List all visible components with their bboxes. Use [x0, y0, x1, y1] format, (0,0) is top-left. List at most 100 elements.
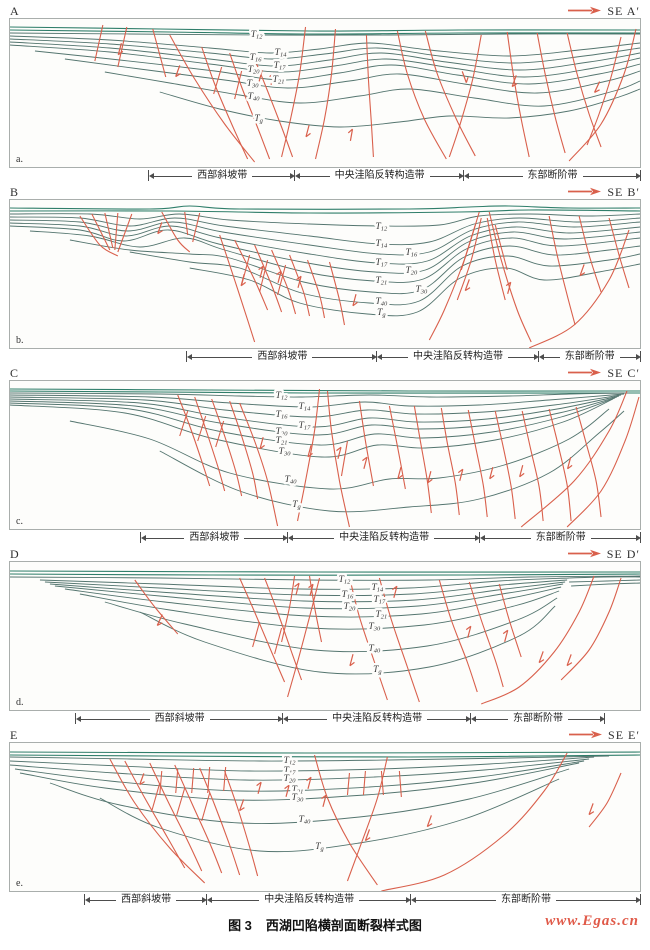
horizon-label-main: T	[376, 258, 382, 268]
horizon-label-sub: 21	[297, 789, 303, 796]
horizon-line	[571, 582, 640, 587]
section-end-label: SE D′	[606, 546, 640, 561]
fault-line	[184, 211, 189, 236]
horizon-label: T16	[342, 590, 355, 601]
horizon-label-main: T	[276, 410, 282, 420]
horizon-label-main: T	[292, 500, 298, 510]
horizon-label-main: T	[377, 308, 383, 318]
horizon-label: T14	[275, 48, 288, 59]
se-arrow-head	[590, 368, 602, 377]
zone-boundary-tick	[186, 351, 188, 362]
fault-line	[438, 579, 478, 693]
horizon-label: T16	[250, 53, 263, 64]
horizon-label-sub: 40	[381, 301, 388, 308]
fault-movement-arrow-icon	[336, 446, 342, 459]
zone-line	[359, 899, 406, 901]
section-start-letter: E	[10, 727, 18, 742]
fault-line	[481, 575, 595, 705]
horizon-label-main: T	[376, 276, 382, 286]
horizon-label-sub: 40	[290, 479, 297, 486]
fault-line	[211, 398, 243, 497]
fault-movement-arrow-icon	[305, 125, 311, 138]
zone-boundary-tick	[640, 532, 641, 543]
fault-line	[520, 390, 628, 528]
zone-segment: 中央洼陷反转构造带	[287, 531, 481, 545]
fault-line	[234, 239, 269, 311]
horizon-label-sub: 16	[281, 414, 288, 421]
horizon-label-sub: 21	[281, 440, 287, 447]
zone-label: 西部斜坡带	[189, 532, 240, 543]
zone-line	[427, 718, 466, 720]
fault-line	[271, 249, 297, 315]
fault-movement-arrow-icon	[306, 776, 312, 789]
zone-arrow-right-icon	[636, 173, 641, 179]
zone-arrow-left-icon	[464, 173, 470, 179]
fault-line	[460, 224, 476, 271]
horizon-label-sub: 17	[381, 262, 388, 269]
fault-line	[177, 394, 211, 487]
zone-arrow-left-icon	[480, 535, 486, 541]
zone-line	[590, 537, 636, 539]
horizon-line	[44, 579, 568, 597]
horizon-line	[69, 239, 640, 295]
se-direction: SE E′	[568, 729, 640, 741]
fault-line	[307, 259, 326, 319]
se-direction: SE D′	[567, 548, 640, 560]
se-direction: SE C′	[567, 367, 640, 379]
horizon-label: T12	[339, 575, 352, 586]
section-start-letter: D	[10, 546, 19, 561]
fault-line	[259, 259, 269, 293]
fault-line	[152, 28, 167, 78]
fault-movement-arrow-icon	[464, 279, 471, 292]
fault-line	[201, 792, 211, 822]
panel-d: D SE D′ T12 T14 T16 T17 T20 T21 T30 T40 Tg d. 西部斜坡带中…	[9, 546, 641, 726]
horizon-label: T16	[276, 410, 289, 421]
horizon-label: T20	[344, 602, 357, 613]
horizon-label-sub: 30	[420, 289, 428, 296]
horizon-label: T21	[376, 610, 388, 621]
fault-line	[215, 420, 225, 448]
horizon-line	[10, 225, 640, 274]
fault-line	[134, 579, 179, 635]
fault-line	[219, 234, 256, 343]
horizon-label-sub: g	[382, 312, 386, 319]
fault-line	[428, 211, 480, 341]
panel-c: C SE C′ T12 T14 T16 T17 T20 T21 T30 T40 Tg c. 西部斜坡带中…	[9, 365, 641, 545]
zone-line	[415, 899, 496, 901]
fault-line	[289, 254, 311, 317]
horizon-label-main: T	[299, 815, 305, 825]
horizon-line	[10, 38, 640, 64]
zone-segment: 西部斜坡带	[141, 531, 288, 545]
zone-line	[619, 356, 636, 358]
zone-line	[80, 718, 150, 720]
fault-line	[468, 581, 504, 688]
horizon-label: T21	[376, 276, 388, 287]
zone-segment: 中央洼陷反转构造带	[207, 893, 411, 907]
horizon-label-sub: 20	[289, 778, 296, 785]
horizon-label-sub: 30	[373, 626, 381, 633]
horizon-label-main: T	[285, 475, 291, 485]
zone-arrow-left-icon	[377, 354, 383, 360]
fault-line	[358, 400, 374, 487]
horizon-label-main: T	[276, 436, 282, 446]
zone-label: 中央洼陷反转构造带	[264, 894, 355, 905]
fault-line	[340, 440, 349, 477]
zone-label: 中央洼陷反转构造带	[339, 532, 430, 543]
zone-arrow-right-icon	[475, 535, 481, 541]
zone-line	[89, 899, 117, 901]
fault-line	[362, 770, 366, 796]
fault-line	[348, 576, 388, 701]
horizon-line	[64, 586, 562, 618]
fault-line	[498, 583, 522, 658]
fault-line	[328, 261, 346, 326]
zone-line	[582, 175, 636, 177]
zone-label: 中央洼陷反转构造带	[332, 713, 423, 724]
horizon-line	[10, 29, 640, 35]
horizon-line	[64, 58, 640, 94]
fault-movement-arrow-icon	[239, 799, 245, 812]
fault-line	[274, 627, 283, 655]
horizon-label: T30	[292, 793, 305, 804]
horizon-label-main: T	[273, 75, 279, 85]
fault-movement-arrow-icon	[307, 445, 313, 458]
fault-line	[448, 34, 482, 158]
